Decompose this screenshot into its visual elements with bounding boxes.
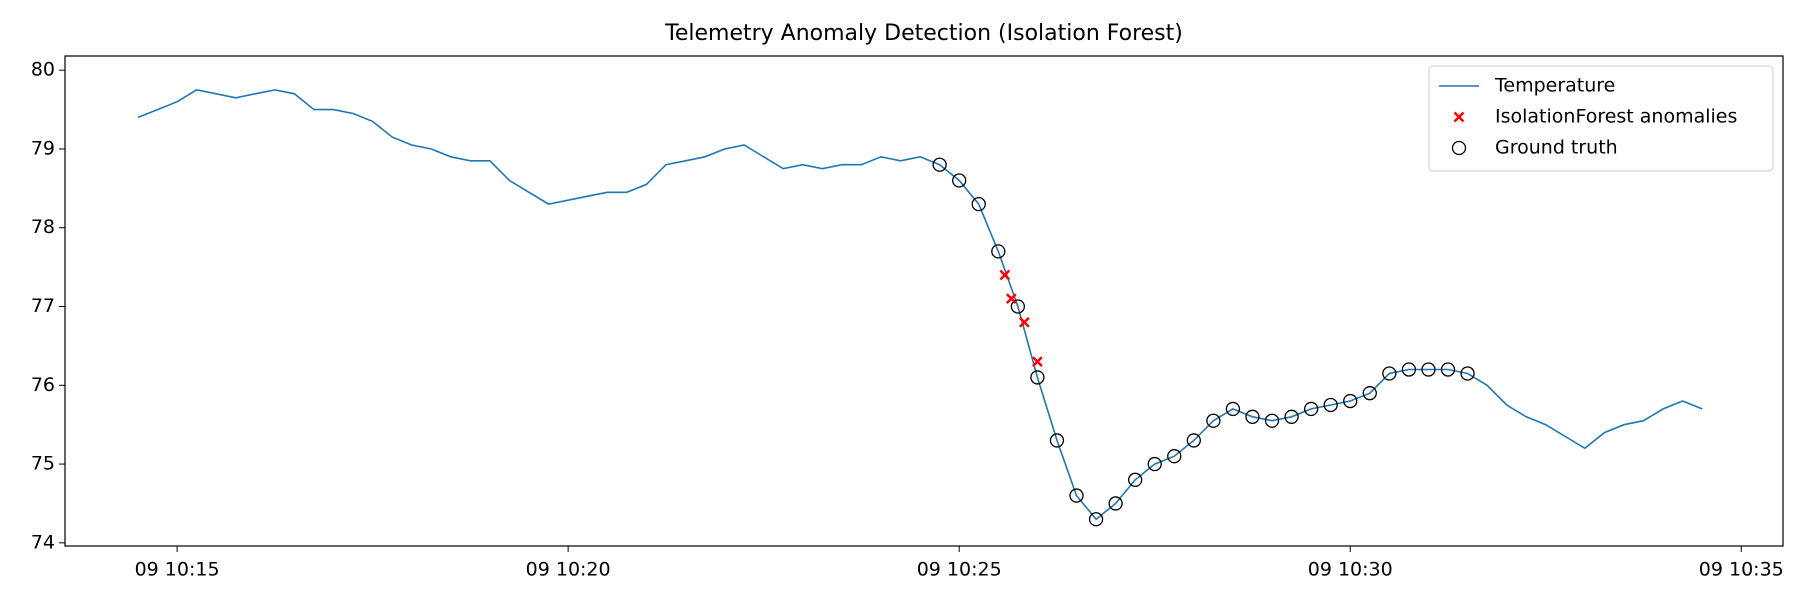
- ground-truth-marker: [971, 196, 986, 212]
- ground-truth-marker: [1128, 472, 1143, 487]
- x-tick-label: 09 10:20: [526, 559, 611, 581]
- ground-truth-marker: [1421, 362, 1436, 377]
- y-tick-label: 77: [31, 295, 55, 317]
- ground-truth-marker: [1010, 299, 1026, 314]
- chart-title: Telemetry Anomaly Detection (Isolation F…: [664, 21, 1183, 46]
- x-tick-label: 09 10:25: [917, 559, 1002, 581]
- x-tick-label: 09 10:30: [1308, 559, 1393, 581]
- ground-truth-marker: [1343, 393, 1358, 409]
- plot-frame: [64, 55, 1784, 547]
- y-tick-label: 80: [31, 59, 55, 81]
- ground-truth-marker: [1186, 433, 1201, 448]
- ground-truth-marker: [1167, 449, 1182, 464]
- x-tick-label: 09 10:35: [1699, 559, 1784, 581]
- legend-label: Temperature: [1494, 75, 1615, 97]
- anomaly-marker: [1032, 356, 1043, 368]
- legend-box: [1428, 65, 1774, 172]
- ground-truth-marker: [1264, 413, 1280, 428]
- ground-truth-marker: [1362, 386, 1377, 401]
- legend-label: IsolationForest anomalies: [1495, 106, 1737, 128]
- ground-truth-marker: [991, 244, 1006, 259]
- anomaly-marker: [999, 269, 1011, 281]
- anomaly-marker: [1005, 293, 1017, 305]
- legend-label: Ground truth: [1495, 137, 1618, 159]
- ground-truth-marker: [1088, 512, 1104, 527]
- ground-truth-marker: [1049, 433, 1065, 448]
- x-tick-label: 09 10:15: [135, 559, 220, 581]
- ground-truth-marker: [1030, 370, 1045, 385]
- ground-truth-marker: [1069, 488, 1084, 503]
- ground-truth-marker: [1206, 413, 1221, 428]
- legend-swatch: [1451, 140, 1467, 156]
- ground-truth-marker: [932, 157, 947, 172]
- ground-truth-marker: [1303, 401, 1319, 417]
- ground-truth-marker: [1440, 362, 1456, 377]
- ground-truth-marker: [1460, 366, 1475, 381]
- y-tick-label: 75: [31, 453, 55, 475]
- y-tick-label: 76: [31, 374, 55, 396]
- y-tick-label: 78: [31, 216, 55, 238]
- ground-truth-marker: [1108, 496, 1123, 511]
- ground-truth-marker: [1147, 456, 1162, 472]
- ground-truth-marker: [1401, 362, 1417, 377]
- ground-truth-marker: [952, 173, 967, 188]
- y-tick-label: 79: [31, 137, 55, 159]
- ground-truth-marker: [1225, 401, 1241, 417]
- legend-swatch: [1453, 111, 1465, 123]
- ground-truth-marker: [1323, 397, 1338, 413]
- anomaly-marker: [1018, 316, 1030, 328]
- y-tick-label: 74: [31, 531, 55, 553]
- ground-truth-marker: [1284, 409, 1299, 424]
- ground-truth-marker: [1245, 409, 1260, 424]
- ground-truth-marker: [1382, 366, 1397, 381]
